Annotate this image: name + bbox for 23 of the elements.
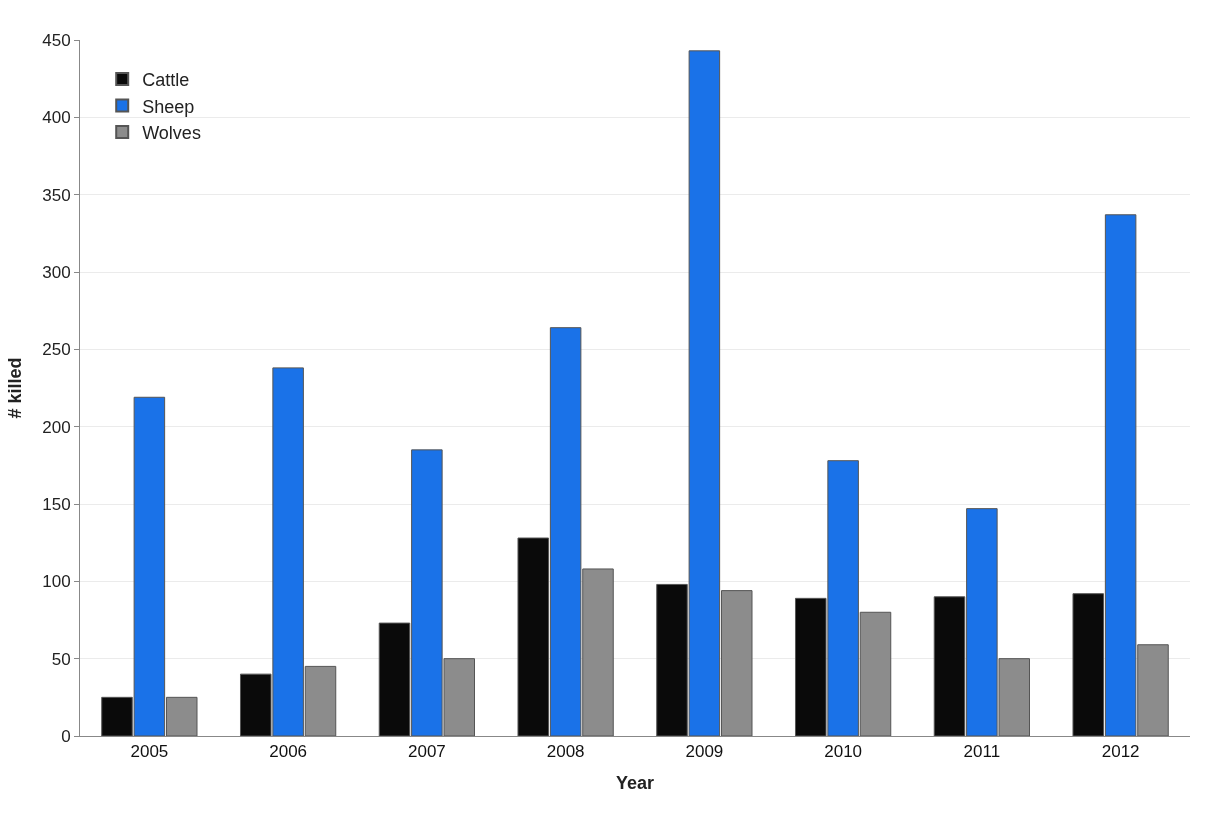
- y-tick-label: 100: [42, 572, 71, 592]
- legend-label: Wolves: [142, 122, 201, 143]
- x-tick-label: 2006: [269, 742, 308, 762]
- y-tick-label: 0: [61, 726, 71, 746]
- y-tick-label: 450: [42, 30, 71, 50]
- y-tick-label: 400: [42, 108, 71, 128]
- y-tick-label: 300: [42, 262, 71, 282]
- x-axis-title: Year: [615, 772, 655, 793]
- x-tick-label: 2011: [963, 742, 1001, 762]
- legend-label: Sheep: [142, 96, 195, 117]
- legend-label: Cattle: [142, 70, 190, 91]
- y-tick-label: 250: [42, 340, 71, 360]
- y-tick-label: 200: [42, 417, 71, 437]
- x-tick-label: 2010: [824, 742, 863, 762]
- x-tick-label: 2012: [1101, 742, 1140, 762]
- y-tick-label: 150: [42, 494, 71, 514]
- x-tick-label: 2009: [685, 742, 724, 762]
- x-tick-label: 2008: [546, 742, 585, 762]
- y-tick-label: 350: [42, 185, 71, 205]
- x-tick-label: 2007: [407, 742, 446, 762]
- x-tick-label: 2005: [130, 742, 169, 762]
- y-axis-title: # killed: [5, 357, 26, 419]
- y-tick-label: 50: [51, 649, 71, 669]
